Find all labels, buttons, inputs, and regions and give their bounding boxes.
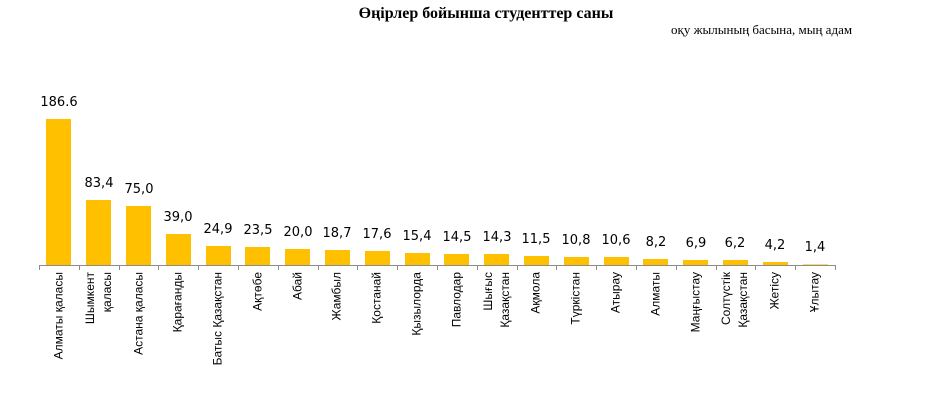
bar xyxy=(683,260,708,265)
x-axis-category-label: Ақмола xyxy=(528,272,543,314)
x-axis-tick xyxy=(676,265,677,270)
bar xyxy=(604,257,629,265)
x-axis-category-label: Ұлытау xyxy=(807,272,822,313)
x-axis-tick xyxy=(198,265,199,270)
x-axis-category-label: Абай xyxy=(290,272,305,300)
bar xyxy=(643,259,668,265)
bar xyxy=(166,234,191,265)
data-label: 6,2 xyxy=(724,236,746,251)
x-axis-category-label: Батыс Қазақстан xyxy=(210,272,225,366)
x-axis-category-label: Қызылорда xyxy=(409,272,424,336)
data-label: 15,4 xyxy=(402,229,432,244)
data-label: 186.6 xyxy=(40,95,78,110)
bar xyxy=(803,264,828,265)
data-label: 4,2 xyxy=(764,238,786,253)
chart-subtitle: оқу жылының басына, мың адам xyxy=(671,22,853,37)
chart-title: Өңірлер бойынша студенттер саны xyxy=(358,5,614,22)
data-label: 18,7 xyxy=(322,226,352,241)
x-axis-tick xyxy=(318,265,319,270)
bar xyxy=(524,256,549,265)
bar xyxy=(763,262,788,265)
bar xyxy=(206,246,231,265)
x-axis-category-label: Шығыс Қазақстан xyxy=(481,272,512,328)
bar xyxy=(444,254,469,265)
data-label: 1,4 xyxy=(804,240,826,255)
bar xyxy=(285,249,310,265)
x-axis-category-label: Шымкент қаласы xyxy=(83,272,114,325)
x-axis-tick xyxy=(238,265,239,270)
x-axis-tick xyxy=(397,265,398,270)
x-axis-category-label: Жамбыл xyxy=(329,272,344,321)
data-label: 6,9 xyxy=(685,236,707,251)
bar xyxy=(245,247,270,265)
x-axis-category-label: Қостанай xyxy=(369,272,384,324)
x-axis-category-label: Түркістан xyxy=(568,272,583,325)
bar xyxy=(325,250,350,265)
x-axis-category-label: Жетісу xyxy=(767,272,782,310)
bar xyxy=(405,253,430,265)
data-label: 14,5 xyxy=(442,230,472,245)
x-axis-tick xyxy=(636,265,637,270)
data-label: 39,0 xyxy=(163,210,193,225)
x-axis-tick xyxy=(119,265,120,270)
x-axis-tick xyxy=(755,265,756,270)
data-label: 17,6 xyxy=(362,227,392,242)
x-axis-tick xyxy=(596,265,597,270)
data-label: 20,0 xyxy=(283,225,313,240)
bar xyxy=(723,260,748,265)
data-label: 24,9 xyxy=(203,222,233,237)
data-label: 83,4 xyxy=(84,176,114,191)
bar xyxy=(86,200,111,265)
x-axis-category-label: Павлодар xyxy=(449,272,464,328)
bar xyxy=(484,254,509,265)
data-label: 10,6 xyxy=(601,233,631,248)
x-axis-tick xyxy=(437,265,438,270)
x-axis-category-label: Ақтөбе xyxy=(250,272,265,311)
x-axis-tick xyxy=(39,265,40,270)
data-label: 8,2 xyxy=(645,235,667,250)
bar xyxy=(564,257,589,265)
data-label: 23,5 xyxy=(243,223,273,238)
x-axis-tick xyxy=(477,265,478,270)
x-axis-tick xyxy=(835,265,836,270)
x-axis-category-label: Солтүстік Қазақстан xyxy=(719,272,750,328)
x-axis-category-label: Қарағанды xyxy=(170,272,185,333)
data-label: 75,0 xyxy=(124,182,154,197)
bar xyxy=(46,119,71,265)
x-axis-tick xyxy=(158,265,159,270)
x-axis-category-label: Астана қаласы xyxy=(131,272,146,355)
x-axis-tick xyxy=(357,265,358,270)
x-axis-category-label: Маңғыстау xyxy=(688,272,703,333)
x-axis-category-label: Атырау xyxy=(608,272,623,314)
x-axis-tick xyxy=(795,265,796,270)
data-label: 10,8 xyxy=(561,233,591,248)
x-axis-tick xyxy=(79,265,80,270)
bar xyxy=(126,206,151,265)
x-axis-category-label: Алматы қаласы xyxy=(51,272,66,360)
x-axis-category-label: Алматы xyxy=(648,272,663,316)
x-axis-tick xyxy=(517,265,518,270)
x-axis-tick xyxy=(556,265,557,270)
bar xyxy=(365,251,390,265)
data-label: 14,3 xyxy=(482,230,512,245)
x-axis-tick xyxy=(716,265,717,270)
data-label: 11,5 xyxy=(521,232,551,247)
x-axis-tick xyxy=(278,265,279,270)
